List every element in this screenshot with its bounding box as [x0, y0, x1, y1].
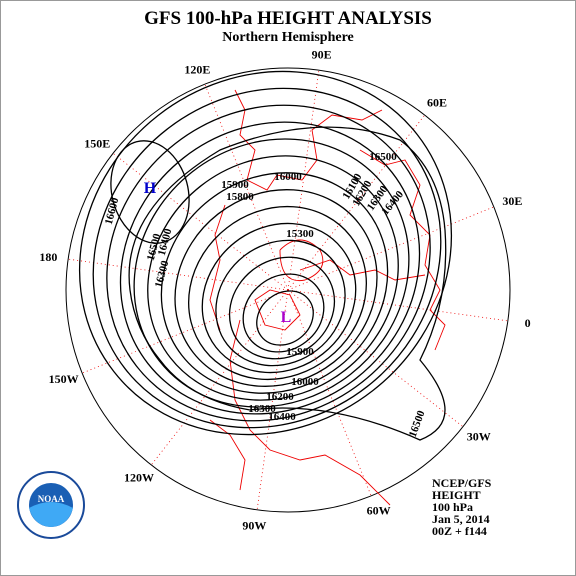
longitude-label: 180 — [39, 250, 57, 264]
coastline — [234, 89, 383, 191]
subtitle: Northern Hemisphere — [222, 30, 354, 45]
meridian — [151, 289, 289, 466]
info-line: 100 hPa — [432, 500, 473, 514]
meridian — [287, 289, 508, 322]
pressure-center: H — [144, 180, 157, 197]
meridian — [287, 114, 425, 291]
contour — [106, 104, 431, 422]
meridian — [287, 70, 320, 291]
meridian — [287, 289, 464, 427]
coastline — [229, 319, 391, 506]
coastline — [254, 289, 301, 331]
meridian — [82, 289, 289, 374]
contour-label: 16200 — [266, 391, 294, 403]
contour — [215, 239, 346, 367]
coastline — [209, 419, 246, 491]
contour — [201, 222, 357, 374]
longitude-label: 120E — [184, 62, 210, 76]
contour — [92, 87, 442, 429]
coastlines — [209, 89, 446, 506]
contour — [78, 70, 453, 436]
contour — [242, 273, 325, 353]
longitude-label: 30W — [467, 430, 491, 444]
contour-label: 16000 — [274, 171, 302, 183]
coastline — [209, 204, 226, 331]
contour — [133, 138, 410, 408]
meridian — [287, 289, 372, 496]
longitude-label: 150W — [49, 372, 79, 386]
contour — [119, 121, 421, 415]
contour-label: 16400 — [156, 227, 175, 257]
longitude-label: 150E — [84, 136, 110, 150]
hemisphere-boundary — [65, 67, 511, 513]
contour — [228, 256, 336, 360]
contour-label: 16300 — [153, 259, 172, 289]
meridian — [287, 206, 494, 291]
noaa-logo: NOAA — [17, 471, 85, 539]
info-line: Jan 5, 2014 — [432, 512, 490, 526]
pressure-center: L — [281, 309, 292, 326]
logo-text: NOAA — [38, 494, 65, 504]
contour-label: 16500 — [407, 409, 428, 439]
longitude-label: 120W — [124, 471, 154, 485]
longitude-label: 30E — [502, 194, 522, 208]
info-line: NCEP/GFS — [432, 476, 492, 490]
contour-label: 15900 — [286, 346, 314, 358]
contour — [160, 172, 389, 394]
contour — [110, 140, 190, 244]
longitude-label: 90E — [312, 47, 332, 61]
info-line: HEIGHT — [432, 488, 481, 502]
longitude-label: 60W — [367, 504, 391, 518]
title: GFS 100-hPa HEIGHT ANALYSIS — [144, 8, 432, 29]
contour — [174, 189, 378, 387]
longitude-label: 90W — [242, 519, 266, 533]
contour-label: 15800 — [226, 191, 254, 203]
contour-label: 16300 — [248, 403, 276, 415]
contour — [147, 155, 399, 401]
contour — [128, 126, 447, 441]
contour-label: 15900 — [221, 179, 249, 191]
contour-label: 15300 — [286, 228, 314, 240]
longitude-label: 60E — [427, 95, 447, 109]
contour-label: 16600 — [103, 196, 122, 226]
meridian — [112, 153, 289, 291]
coastline — [299, 259, 426, 281]
meridian — [68, 258, 289, 291]
contour — [188, 205, 367, 381]
contour-label: 16400 — [268, 411, 296, 423]
contour-label: 16000 — [291, 376, 319, 388]
height-contours — [78, 70, 453, 441]
contour-label: 16500 — [369, 151, 397, 163]
coastline — [279, 239, 324, 282]
info-line: 00Z + f144 — [432, 524, 487, 538]
longitude-label: 0 — [525, 316, 531, 330]
meridian — [256, 289, 289, 510]
contour — [256, 290, 314, 346]
